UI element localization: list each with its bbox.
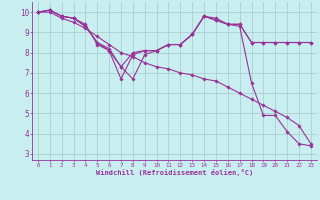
X-axis label: Windchill (Refroidissement éolien,°C): Windchill (Refroidissement éolien,°C) (96, 169, 253, 176)
